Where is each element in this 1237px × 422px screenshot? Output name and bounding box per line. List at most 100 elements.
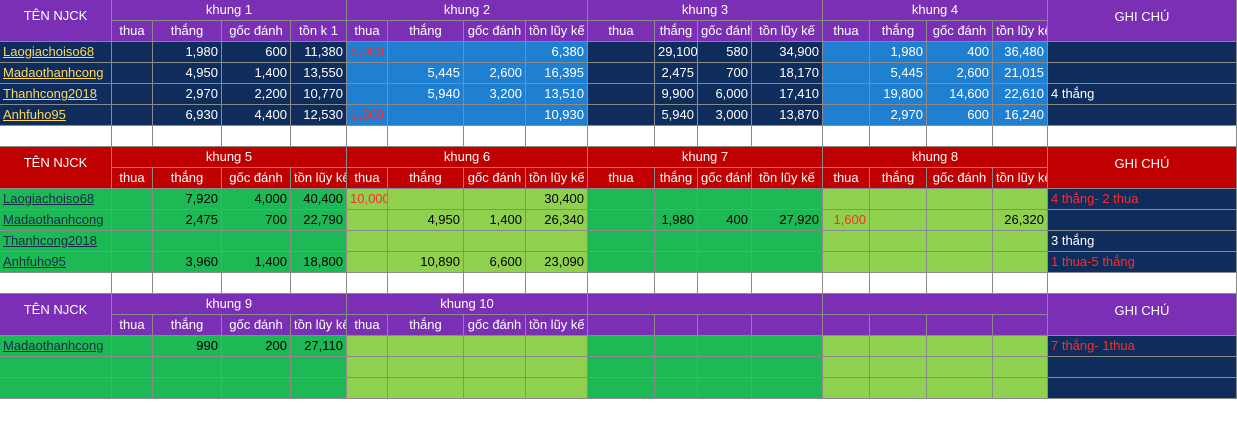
note-cell[interactable]: 1 thua-5 thắng bbox=[1048, 252, 1237, 273]
row-name[interactable]: Anhfuho95 bbox=[0, 252, 112, 273]
column-header[interactable]: thắng bbox=[655, 21, 698, 42]
value-cell[interactable]: 400 bbox=[698, 210, 752, 231]
value-cell[interactable]: 1,600 bbox=[823, 210, 870, 231]
column-header[interactable]: gốc đánh bbox=[222, 168, 291, 189]
empty-cell[interactable] bbox=[698, 126, 752, 147]
value-cell[interactable]: 13,870 bbox=[752, 105, 823, 126]
value-cell[interactable]: 2,600 bbox=[464, 63, 526, 84]
value-cell[interactable] bbox=[823, 105, 870, 126]
value-cell[interactable] bbox=[347, 63, 388, 84]
value-cell[interactable] bbox=[222, 357, 291, 378]
value-cell[interactable] bbox=[112, 42, 153, 63]
value-cell[interactable]: 3,000 bbox=[698, 105, 752, 126]
name-header[interactable]: TÊN NJCK bbox=[0, 294, 112, 336]
value-cell[interactable]: 1,600 bbox=[347, 105, 388, 126]
column-header[interactable] bbox=[752, 315, 823, 336]
column-header[interactable]: thua bbox=[823, 168, 870, 189]
value-cell[interactable]: 1,400 bbox=[464, 210, 526, 231]
value-cell[interactable] bbox=[291, 231, 347, 252]
value-cell[interactable]: 6,930 bbox=[153, 105, 222, 126]
value-cell[interactable] bbox=[464, 378, 526, 399]
value-cell[interactable] bbox=[388, 378, 464, 399]
value-cell[interactable]: 400 bbox=[927, 42, 993, 63]
value-cell[interactable]: 5,445 bbox=[388, 63, 464, 84]
column-header[interactable]: thắng bbox=[153, 168, 222, 189]
value-cell[interactable]: 30,400 bbox=[526, 189, 588, 210]
value-cell[interactable] bbox=[588, 252, 655, 273]
value-cell[interactable] bbox=[588, 378, 655, 399]
column-header[interactable]: thua bbox=[347, 168, 388, 189]
empty-cell[interactable] bbox=[464, 126, 526, 147]
column-header[interactable]: thua bbox=[347, 315, 388, 336]
value-cell[interactable] bbox=[588, 42, 655, 63]
column-header[interactable]: thua bbox=[112, 315, 153, 336]
value-cell[interactable] bbox=[823, 189, 870, 210]
column-header[interactable] bbox=[698, 315, 752, 336]
value-cell[interactable] bbox=[588, 63, 655, 84]
value-cell[interactable]: 600 bbox=[927, 105, 993, 126]
empty-cell[interactable] bbox=[0, 273, 112, 294]
value-cell[interactable]: 23,090 bbox=[526, 252, 588, 273]
value-cell[interactable]: 13,550 bbox=[291, 63, 347, 84]
value-cell[interactable]: 700 bbox=[698, 63, 752, 84]
column-header[interactable]: gốc đánh bbox=[464, 168, 526, 189]
value-cell[interactable] bbox=[870, 252, 927, 273]
column-header[interactable]: thua bbox=[823, 21, 870, 42]
column-header[interactable]: thắng bbox=[388, 21, 464, 42]
column-header[interactable]: tồn lũy kế bbox=[993, 168, 1048, 189]
row-name[interactable]: Anhfuho95 bbox=[0, 105, 112, 126]
value-cell[interactable]: 5,940 bbox=[655, 105, 698, 126]
column-header[interactable]: tồn lũy kế bbox=[752, 168, 823, 189]
column-header[interactable]: gốc đánh bbox=[464, 315, 526, 336]
value-cell[interactable]: 3,200 bbox=[464, 84, 526, 105]
value-cell[interactable]: 3,960 bbox=[153, 252, 222, 273]
frame-label[interactable] bbox=[823, 294, 1048, 315]
value-cell[interactable] bbox=[927, 378, 993, 399]
note-cell[interactable]: 4 thắng- 2 thua bbox=[1048, 189, 1237, 210]
column-header[interactable]: tồn lũy kế bbox=[526, 315, 588, 336]
value-cell[interactable]: 27,110 bbox=[291, 336, 347, 357]
value-cell[interactable]: 1,400 bbox=[222, 63, 291, 84]
value-cell[interactable] bbox=[752, 357, 823, 378]
value-cell[interactable] bbox=[870, 336, 927, 357]
value-cell[interactable] bbox=[153, 231, 222, 252]
value-cell[interactable]: 2,475 bbox=[655, 63, 698, 84]
value-cell[interactable]: 6,000 bbox=[698, 84, 752, 105]
value-cell[interactable]: 13,510 bbox=[526, 84, 588, 105]
value-cell[interactable]: 22,610 bbox=[993, 84, 1048, 105]
value-cell[interactable]: 10,930 bbox=[526, 105, 588, 126]
empty-cell[interactable] bbox=[752, 273, 823, 294]
value-cell[interactable] bbox=[464, 231, 526, 252]
frame-label[interactable]: khung 8 bbox=[823, 147, 1048, 168]
value-cell[interactable]: 6,380 bbox=[526, 42, 588, 63]
empty-cell[interactable] bbox=[752, 126, 823, 147]
empty-cell[interactable] bbox=[347, 273, 388, 294]
value-cell[interactable] bbox=[993, 357, 1048, 378]
value-cell[interactable] bbox=[927, 189, 993, 210]
value-cell[interactable] bbox=[655, 231, 698, 252]
column-header[interactable]: thắng bbox=[388, 168, 464, 189]
note-cell[interactable]: 7 thắng- 1thua bbox=[1048, 336, 1237, 357]
empty-cell[interactable] bbox=[655, 273, 698, 294]
value-cell[interactable]: 40,400 bbox=[291, 189, 347, 210]
empty-cell[interactable] bbox=[291, 273, 347, 294]
value-cell[interactable] bbox=[993, 378, 1048, 399]
row-name[interactable]: Thanhcong2018 bbox=[0, 84, 112, 105]
value-cell[interactable] bbox=[752, 231, 823, 252]
value-cell[interactable]: 16,240 bbox=[993, 105, 1048, 126]
column-header[interactable]: thắng bbox=[870, 21, 927, 42]
value-cell[interactable] bbox=[112, 210, 153, 231]
value-cell[interactable] bbox=[752, 189, 823, 210]
value-cell[interactable]: 5,000 bbox=[347, 42, 388, 63]
value-cell[interactable] bbox=[112, 105, 153, 126]
row-name[interactable]: Thanhcong2018 bbox=[0, 231, 112, 252]
value-cell[interactable]: 26,320 bbox=[993, 210, 1048, 231]
value-cell[interactable] bbox=[993, 252, 1048, 273]
value-cell[interactable] bbox=[752, 336, 823, 357]
empty-cell[interactable] bbox=[993, 273, 1048, 294]
value-cell[interactable] bbox=[870, 357, 927, 378]
column-header[interactable] bbox=[993, 315, 1048, 336]
empty-cell[interactable] bbox=[1048, 126, 1237, 147]
value-cell[interactable]: 580 bbox=[698, 42, 752, 63]
